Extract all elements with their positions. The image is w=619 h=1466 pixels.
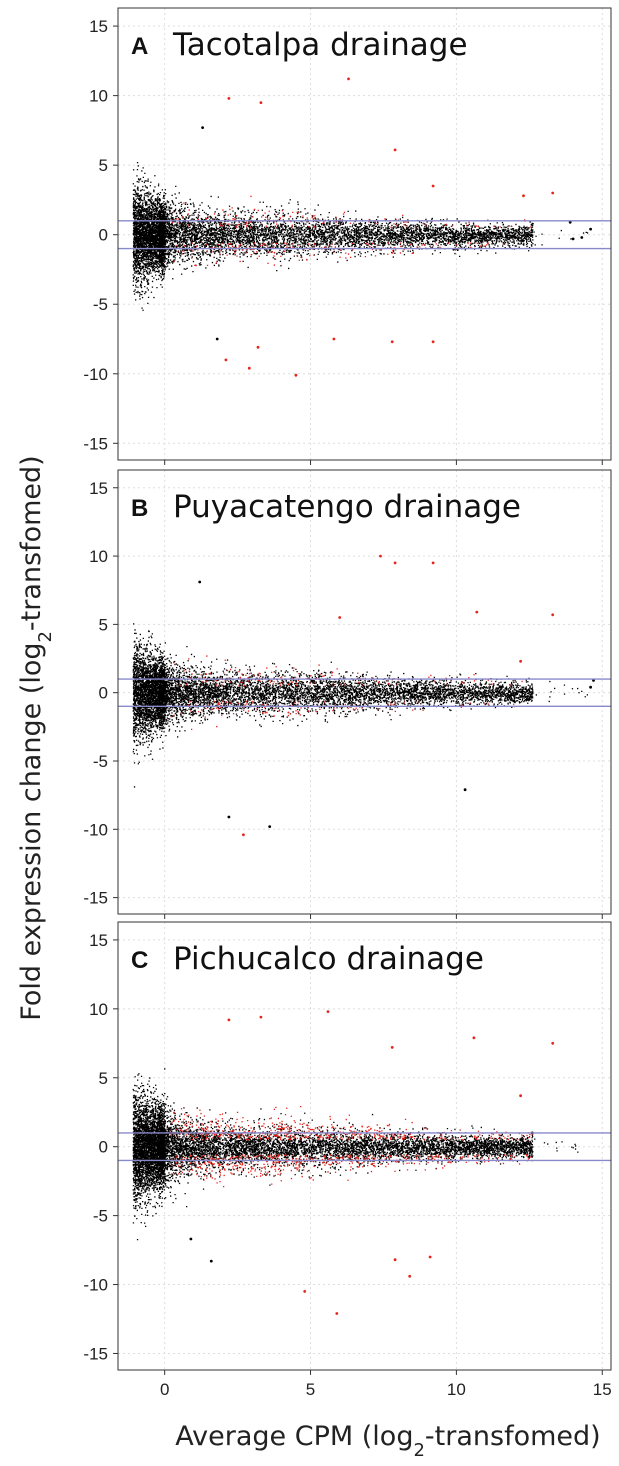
panels-group: 15 10 5 0 -5 -10 -15 A Tacotalpa drainage 15 10 5 0 -… (83, 7, 612, 1399)
outlier-point (242, 833, 245, 837)
y-tick-label: -5 (93, 752, 108, 771)
outlier-point (428, 1255, 432, 1259)
panel-letter: B (131, 495, 148, 522)
outlier-point (393, 148, 397, 152)
y-tick-label: 5 (99, 1069, 108, 1088)
outlier-point (247, 366, 251, 370)
outlier-point (472, 1036, 476, 1040)
panel-a: 15 10 5 0 -5 -10 -15 A Tacotalpa drainage (83, 7, 612, 465)
outlier-point (522, 194, 525, 198)
outlier-point (568, 220, 572, 224)
outlier-point (463, 788, 467, 792)
y-tick-label: -15 (83, 889, 108, 908)
x-tick-label: 5 (306, 1380, 315, 1399)
outlier-point (519, 659, 522, 663)
outlier-point (393, 1258, 397, 1262)
x-tick-label: 10 (447, 1380, 466, 1399)
outlier-point (431, 184, 435, 188)
y-tick-label: 5 (99, 156, 108, 175)
outlier-point (571, 237, 575, 241)
outlier-point (338, 616, 342, 619)
outlier-point (189, 1237, 193, 1241)
panel-letter: A (131, 33, 148, 60)
outlier-point (256, 345, 260, 349)
outlier-point (259, 1015, 263, 1019)
outlier-point (224, 358, 228, 362)
outlier-point (475, 610, 479, 614)
outlier-point (431, 340, 435, 344)
outlier-point (335, 1312, 339, 1315)
panel-title: Pichucalco drainage (173, 941, 484, 977)
y-tick-label: -10 (83, 820, 108, 839)
outlier-point (551, 613, 555, 617)
y-tick-label: 10 (89, 87, 108, 106)
panel-title: Tacotalpa drainage (172, 27, 468, 63)
outlier-point (393, 561, 397, 565)
non-significant-genes (132, 623, 588, 788)
outlier-point (390, 340, 394, 344)
panel-c: 15 10 5 0 -5 -10 -15 0 5 10 15 C Pichucalco drainage (83, 921, 612, 1399)
outlier-point (227, 97, 231, 100)
outlier-point (519, 1094, 522, 1098)
panel-title: Puyacatengo drainage (173, 489, 521, 525)
y-tick-label: -5 (93, 295, 108, 314)
x-tick-label: 0 (160, 1380, 169, 1399)
x-axis-label: Average CPM (log2-transfomed) (175, 1421, 600, 1461)
y-tick-label: 15 (89, 931, 108, 950)
outlier-point (408, 1274, 412, 1278)
y-tick-label: 0 (99, 226, 108, 245)
y-tick-label: -5 (93, 1207, 108, 1226)
y-axis-label: Fold expression change (log2-transfomed) (16, 455, 56, 1020)
y-tick-label: -15 (83, 434, 108, 453)
y-tick-label: 0 (99, 684, 108, 703)
y-tick-label: -10 (83, 1276, 108, 1295)
y-tick-label: 10 (89, 547, 108, 566)
outlier-point (227, 1018, 231, 1022)
panel-frame (117, 469, 612, 915)
outlier-point (551, 191, 555, 195)
y-tick-label: 5 (99, 615, 108, 634)
panel-frame (117, 921, 612, 1371)
y-tick-label: 15 (89, 479, 108, 498)
panel-b: 15 10 5 0 -5 -10 -15 B Puyacatengo drainage (83, 469, 612, 919)
outlier-point (303, 1290, 307, 1293)
outlier-point (294, 373, 298, 377)
y-tick-label: -15 (83, 1344, 108, 1363)
outlier-point (326, 1010, 330, 1013)
outlier-point (525, 1148, 528, 1151)
outlier-point (332, 337, 336, 341)
y-tick-label: 0 (99, 1138, 108, 1157)
non-significant-genes (132, 162, 589, 311)
significant-genes (170, 655, 523, 730)
outlier-point (580, 236, 584, 239)
outlier-point (201, 126, 205, 129)
y-tick-label: 15 (89, 17, 108, 36)
y-tick-label: -10 (83, 365, 108, 384)
y-tick-label: 10 (89, 1000, 108, 1019)
outlier-point (431, 561, 435, 565)
outlier-point (390, 1046, 394, 1049)
outlier-point (215, 337, 219, 341)
outlier-point (551, 1041, 555, 1045)
outlier-point (589, 227, 592, 231)
outlier-point (227, 815, 231, 819)
outlier-point (209, 1259, 213, 1263)
significant-genes (170, 1106, 534, 1188)
outlier-point (347, 77, 350, 81)
outlier-point (198, 580, 202, 584)
outlier-point (268, 825, 272, 828)
panel-letter: C (131, 947, 148, 974)
outlier-point (259, 101, 263, 104)
outlier-point (379, 554, 382, 558)
x-tick-label: 15 (593, 1380, 612, 1399)
non-significant-genes (132, 1068, 579, 1241)
outlier-point (589, 685, 592, 689)
panel-frame (117, 7, 612, 461)
